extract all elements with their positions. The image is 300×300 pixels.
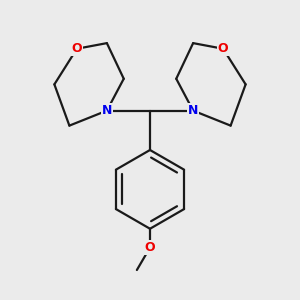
Text: N: N xyxy=(188,104,198,117)
Text: O: O xyxy=(218,42,228,55)
Text: O: O xyxy=(72,42,82,55)
Text: N: N xyxy=(102,104,112,117)
Text: O: O xyxy=(145,241,155,254)
